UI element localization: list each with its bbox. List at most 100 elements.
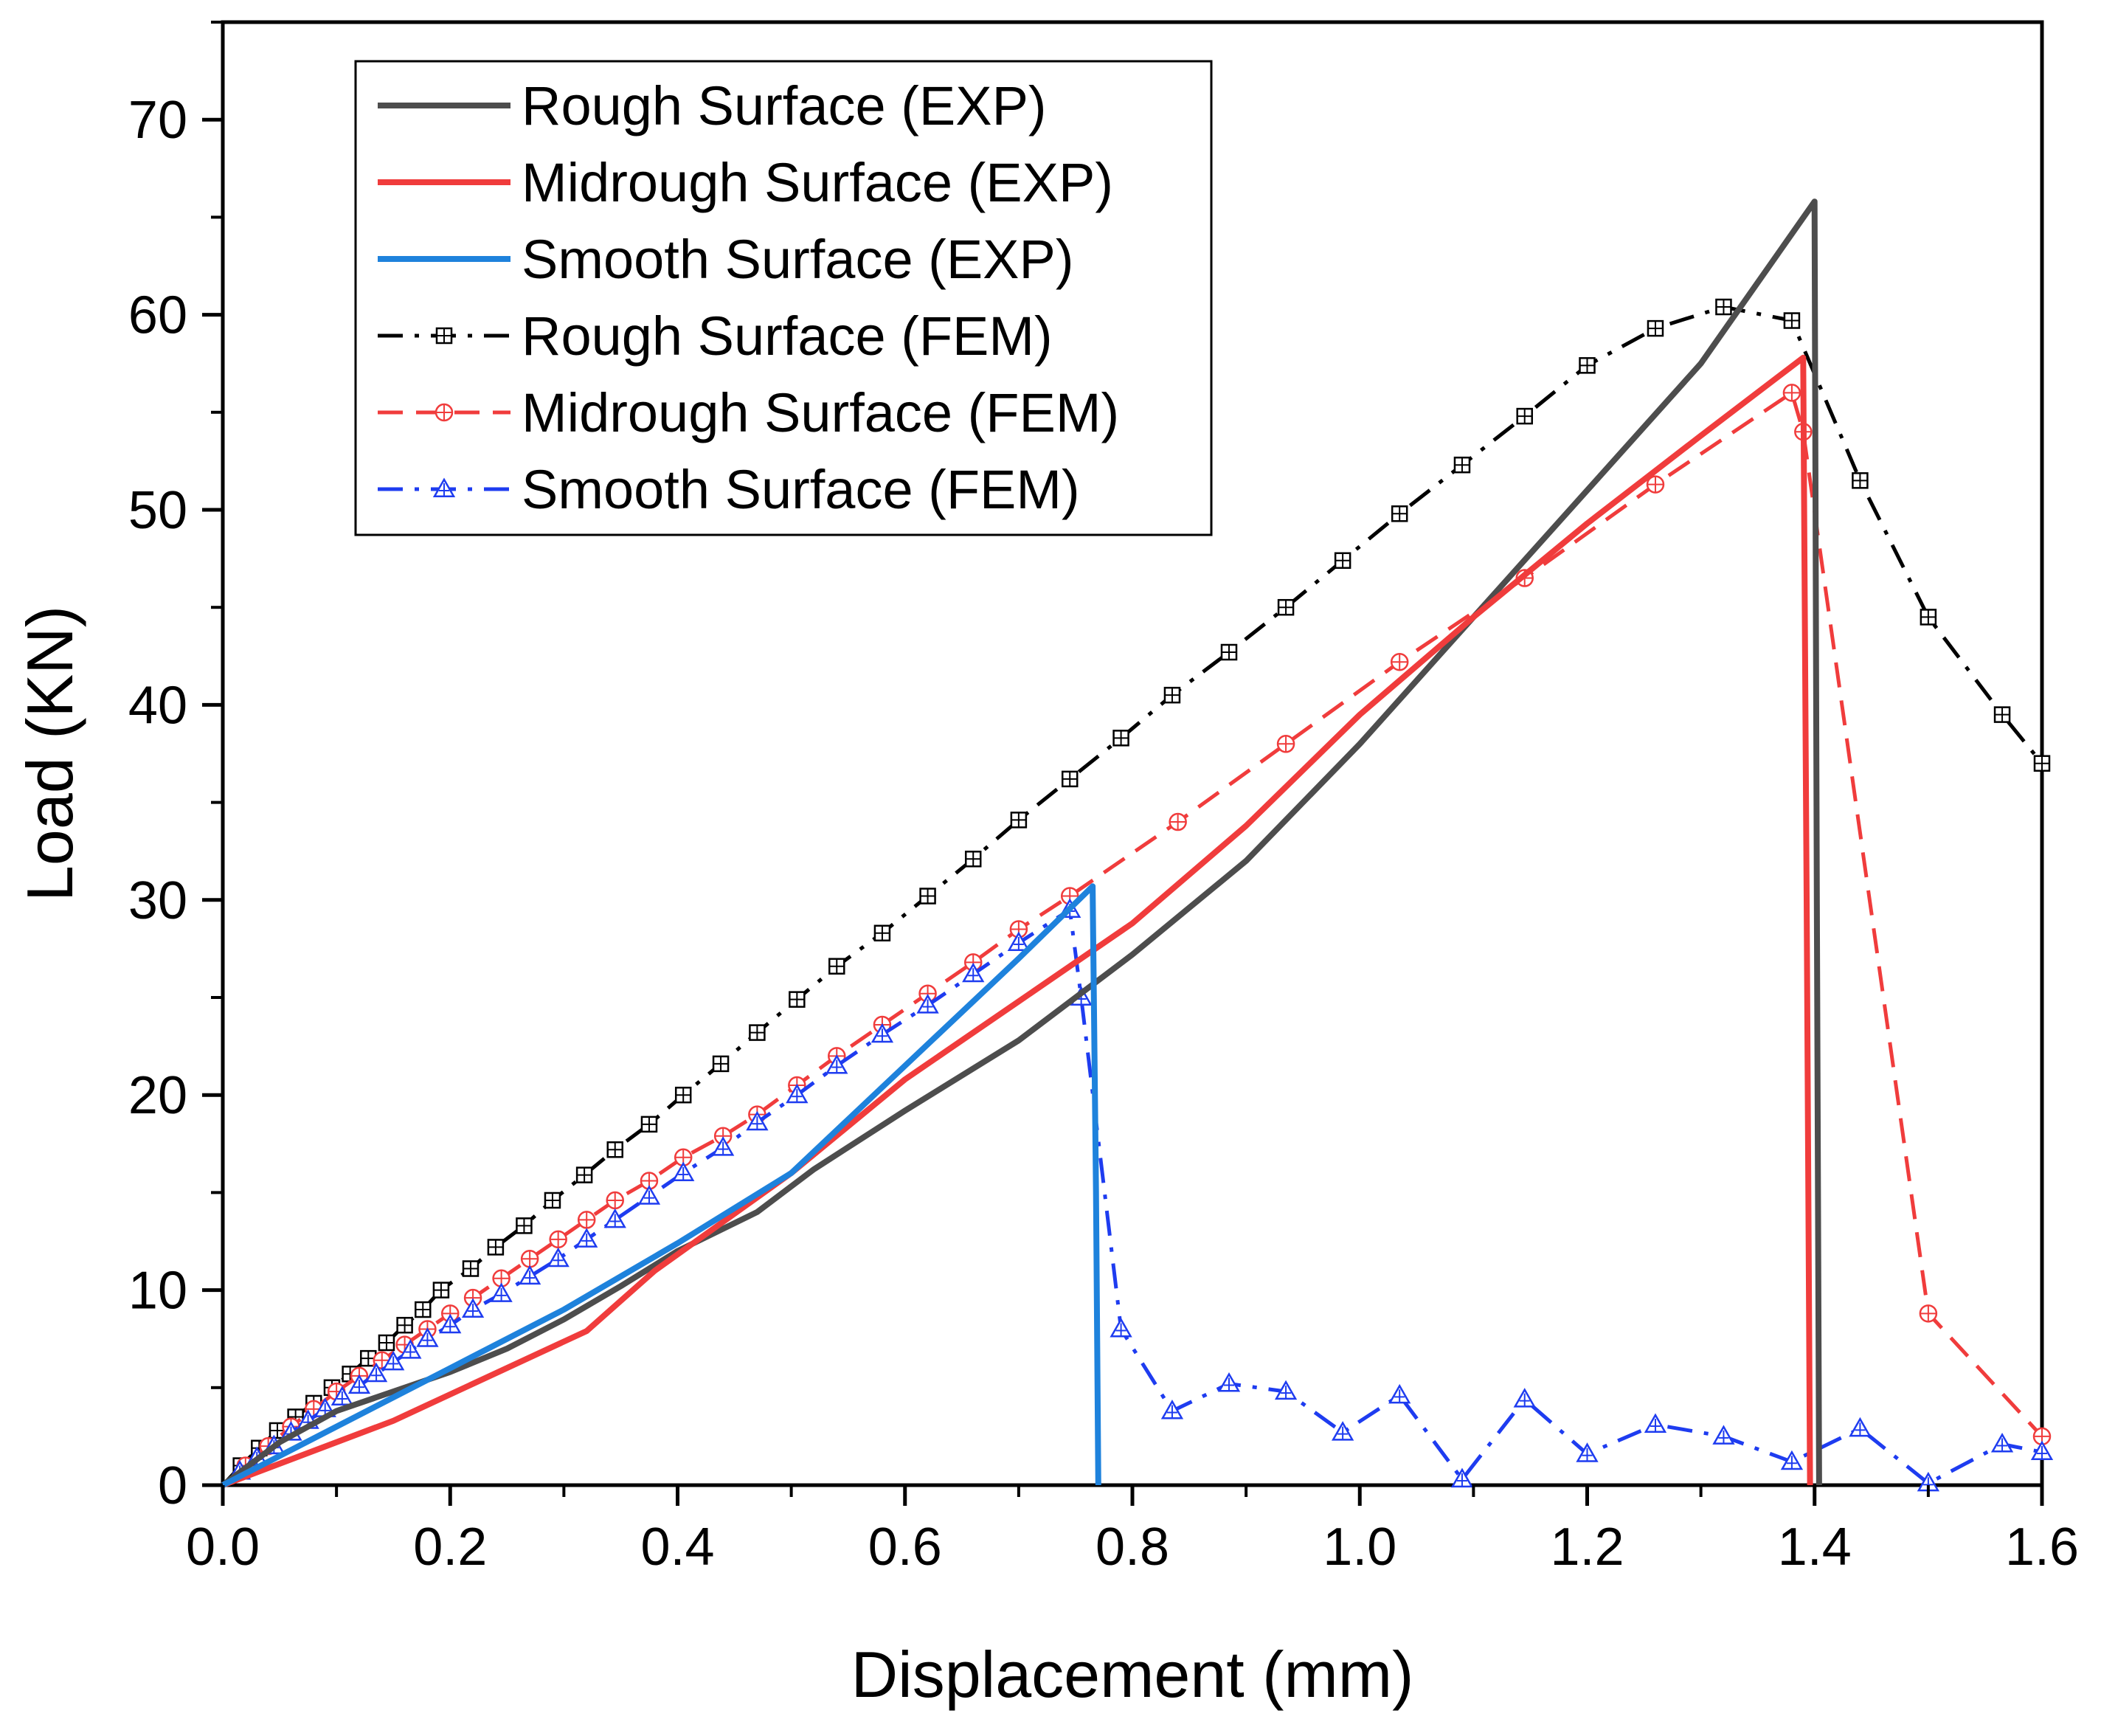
- data-point-marker: [520, 1250, 539, 1268]
- data-point-marker: [378, 1334, 395, 1352]
- data-point-marker: [711, 1136, 735, 1156]
- data-point-marker: [416, 1327, 439, 1347]
- series-smooth-surface-exp: [221, 883, 1101, 1488]
- legend-item: Rough Surface (FEM): [378, 305, 1053, 367]
- x-tick-label: 1.6: [2005, 1518, 2079, 1577]
- legend-item: Rough Surface (EXP): [378, 75, 1047, 136]
- data-point-marker: [1712, 1425, 1735, 1445]
- data-point-marker: [1276, 735, 1295, 753]
- series-midrough-surface-fem: [221, 384, 2052, 1487]
- x-axis: 0.0 0.2 0.4 0.6 0.8 1.0 1.2 1.4 1.6: [186, 1485, 2079, 1577]
- data-point-marker: [919, 888, 936, 905]
- data-point-marker: [1334, 552, 1351, 569]
- legend-label: Smooth Surface (FEM): [522, 459, 1080, 520]
- y-tick-label: 20: [128, 1066, 187, 1125]
- y-tick-label: 40: [128, 676, 187, 735]
- data-point-marker: [1220, 643, 1238, 661]
- data-point-marker: [463, 1288, 482, 1307]
- data-point-marker: [1852, 472, 1869, 489]
- data-point-marker: [577, 1211, 596, 1229]
- series-rough-surface-exp: [221, 198, 1822, 1488]
- data-point-marker: [1993, 706, 2011, 723]
- series-line: [221, 883, 1101, 1488]
- data-point-marker: [603, 1208, 626, 1228]
- y-axis-title: Load (KN): [13, 606, 86, 902]
- data-point-marker: [1647, 319, 1664, 337]
- data-point-marker: [1163, 686, 1181, 704]
- legend-label: Midrough Surface (EXP): [522, 152, 1113, 213]
- data-point-marker: [1920, 609, 1937, 626]
- data-point-marker: [962, 962, 985, 983]
- data-point-marker: [439, 1313, 462, 1334]
- data-point-marker: [870, 1023, 894, 1043]
- data-point-marker: [1579, 357, 1596, 374]
- data-point-marker: [330, 1386, 353, 1406]
- data-point-marker: [432, 1282, 450, 1298]
- data-point-marker: [1169, 812, 1187, 831]
- data-point-marker: [674, 1086, 692, 1104]
- x-tick-label: 0.0: [186, 1518, 260, 1577]
- data-point-marker: [1516, 407, 1533, 425]
- data-point-marker: [1112, 730, 1129, 747]
- series-line: [221, 354, 1813, 1488]
- data-point-marker: [712, 1055, 730, 1073]
- data-point-marker: [2033, 755, 2051, 772]
- data-point-marker: [1388, 1383, 1411, 1404]
- data-point-marker: [1007, 931, 1031, 951]
- data-point-marker: [1646, 475, 1665, 494]
- legend-item: Midrough Surface (EXP): [378, 152, 1113, 213]
- legend-label: Smooth Surface (EXP): [522, 229, 1074, 290]
- legend-marker: [435, 403, 454, 422]
- y-tick-label: 30: [128, 871, 187, 930]
- legend-item: Smooth Surface (EXP): [378, 229, 1074, 290]
- data-point-marker: [516, 1217, 533, 1234]
- series-line: [221, 305, 2043, 1487]
- legend-item: Smooth Surface (FEM): [378, 459, 1080, 520]
- x-tick-label: 1.2: [1550, 1518, 1624, 1577]
- data-point-marker: [547, 1247, 570, 1268]
- data-point-marker: [1780, 1450, 1804, 1470]
- series-line: [221, 390, 2043, 1487]
- data-point-marker: [963, 953, 983, 972]
- y-tick-label: 0: [158, 1456, 187, 1515]
- data-point-marker: [549, 1230, 567, 1249]
- data-point-marker: [1453, 456, 1471, 474]
- data-point-marker: [1061, 770, 1079, 788]
- data-point-marker: [1060, 887, 1079, 905]
- data-point-marker: [462, 1260, 480, 1277]
- data-point-marker: [1919, 1304, 1938, 1323]
- y-tick-label: 50: [128, 481, 187, 540]
- data-point-marker: [1110, 1317, 1132, 1338]
- data-point-marker: [789, 991, 806, 1008]
- x-tick-label: 1.4: [1778, 1518, 1852, 1577]
- data-point-marker: [2030, 1440, 2054, 1461]
- legend-marker: [432, 477, 456, 497]
- data-point-marker: [828, 958, 845, 975]
- y-tick-label: 70: [128, 91, 187, 150]
- data-point-marker: [487, 1239, 505, 1256]
- data-point-marker: [1277, 598, 1295, 616]
- x-tick-label: 0.6: [868, 1518, 942, 1577]
- data-point-marker: [672, 1161, 695, 1181]
- data-point-marker: [637, 1185, 661, 1205]
- data-point-marker: [1274, 1380, 1298, 1400]
- data-point-marker: [382, 1350, 405, 1371]
- data-point-marker: [1644, 1413, 1667, 1434]
- data-point-marker: [347, 1374, 371, 1394]
- x-tick-label: 0.8: [1096, 1518, 1169, 1577]
- y-axis: 0 10 20 30 40 50 60 70: [128, 21, 223, 1515]
- legend-item: Midrough Surface (FEM): [378, 382, 1119, 443]
- data-point-marker: [916, 994, 939, 1014]
- data-point-marker: [518, 1265, 541, 1285]
- data-point-marker: [1513, 1388, 1536, 1408]
- data-point-marker: [575, 1228, 598, 1248]
- y-tick-label: 10: [128, 1262, 187, 1321]
- data-point-marker: [415, 1301, 432, 1318]
- data-point-marker: [964, 851, 982, 868]
- x-axis-title: Displacement (mm): [851, 1638, 1414, 1711]
- data-point-marker: [1849, 1417, 1872, 1437]
- plot-area: 0.0 0.2 0.4 0.6 0.8 1.0 1.2 1.4 1.6 0 10 20 30 40 50 6…: [128, 20, 2079, 1577]
- data-point-marker: [396, 1316, 413, 1334]
- data-point-marker: [749, 1024, 766, 1041]
